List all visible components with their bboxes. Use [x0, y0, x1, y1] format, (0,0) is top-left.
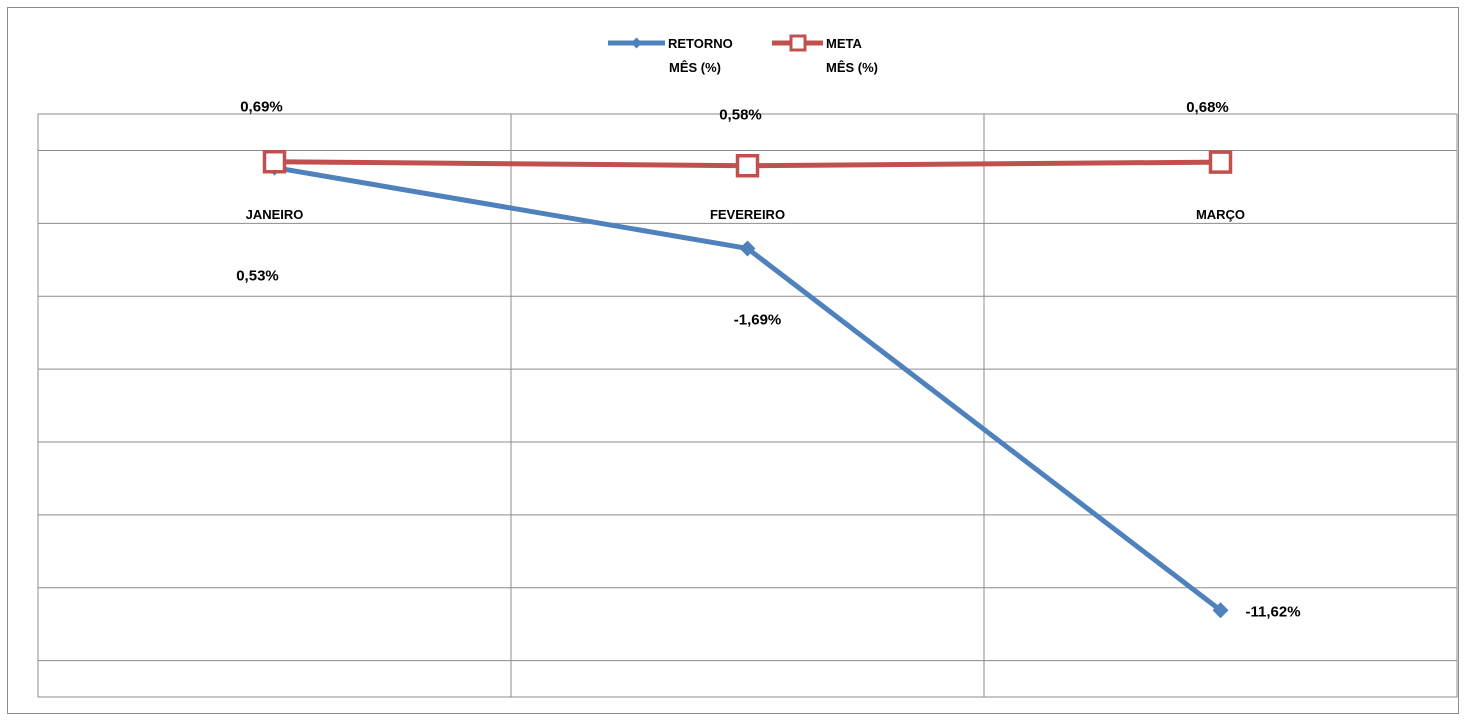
legend-item-retorno: RETORNO MÊS (%)	[608, 36, 733, 75]
category-label: JANEIRO	[246, 207, 304, 222]
gridlines	[37, 113, 1458, 698]
data-label-retorno: 0,53%	[236, 268, 279, 285]
legend-label-retorno-line2: MÊS (%)	[669, 60, 721, 75]
legend-marker-meta	[789, 34, 807, 52]
data-point-meta	[262, 149, 287, 174]
legend-label-meta-line1: META	[826, 36, 862, 51]
data-labels: 0,53% -1,69% -11,62% 0,69% 0,58% 0,68%	[236, 99, 1300, 621]
legend-item-meta: META MÊS (%)	[772, 34, 878, 75]
series-line-retorno	[272, 165, 1223, 613]
data-point-meta	[1208, 150, 1233, 174]
legend: RETORNO MÊS (%) META MÊS (%)	[608, 34, 878, 75]
category-label: MARÇO	[1196, 207, 1245, 222]
plot-area-border	[37, 113, 1458, 698]
data-label-meta: 0,58%	[719, 107, 762, 124]
category-label: FEVEREIRO	[710, 207, 785, 222]
data-label-retorno: -11,62%	[1246, 603, 1301, 620]
category-labels: JANEIRO FEVEREIRO MARÇO	[246, 207, 1245, 222]
data-label-retorno: -1,69%	[734, 311, 782, 328]
chart-frame	[7, 7, 1459, 714]
data-label-meta: 0,68%	[1186, 99, 1229, 116]
series-markers	[262, 149, 1233, 619]
data-label-meta: 0,69%	[240, 99, 283, 116]
legend-label-meta-line2: MÊS (%)	[826, 60, 878, 75]
legend-marker-retorno	[631, 37, 642, 49]
data-point-retorno	[1212, 602, 1229, 619]
data-point-meta	[735, 153, 760, 178]
data-point-retorno	[739, 240, 756, 257]
series-lines	[272, 159, 1223, 613]
legend-label-retorno-line1: RETORNO	[668, 36, 733, 51]
